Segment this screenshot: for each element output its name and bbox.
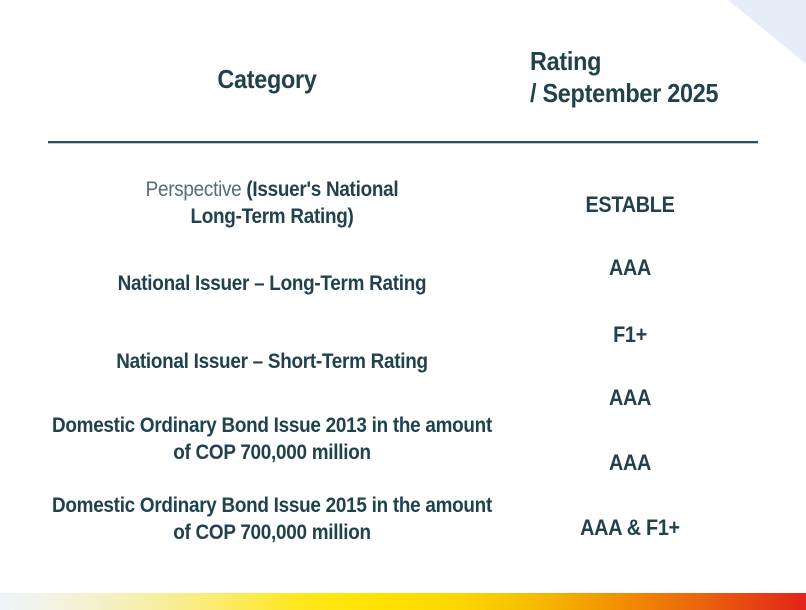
rating-cell-aaa-1: AAA [608, 255, 652, 280]
category-prefix-normal: Perspective [145, 178, 247, 201]
rating-header-line2: / September 2025 [530, 78, 719, 108]
category-cell-perspective: Perspective (Issuer's National Long-Term… [20, 176, 524, 230]
category-line1: Domestic Ordinary Bond Issue 2013 in the… [52, 414, 492, 437]
rating-cell-aaa-3: AAA [608, 450, 652, 475]
category-line1: National Issuer – Short-Term Rating [116, 350, 428, 373]
category-cell-long-term: National Issuer – Long-Term Rating [20, 270, 524, 297]
rating-cell-aaa-2: AAA [608, 385, 652, 410]
bottom-gradient-bar [0, 593, 806, 610]
rating-cell-f1plus: F1+ [613, 322, 647, 347]
category-line2: of COP 700,000 million [173, 521, 371, 544]
column-header-category: Category [217, 64, 317, 94]
category-cell-bond-2013: Domestic Ordinary Bond Issue 2013 in the… [20, 412, 524, 466]
header-divider [48, 141, 758, 143]
category-line1: Domestic Ordinary Bond Issue 2015 in the… [52, 494, 492, 517]
category-cell-bond-2015: Domestic Ordinary Bond Issue 2015 in the… [20, 492, 524, 546]
rating-cell-estable: ESTABLE [585, 192, 675, 217]
rating-cell-aaa-f1plus: AAA & F1+ [580, 515, 680, 540]
category-line1: (Issuer's National [246, 178, 399, 201]
column-header-rating: Rating / September 2025 [530, 45, 800, 109]
category-line2: Long-Term Rating) [190, 205, 354, 228]
category-line2: of COP 700,000 million [173, 441, 371, 464]
rating-header-line1: Rating [530, 46, 602, 76]
category-line1: National Issuer – Long-Term Rating [117, 272, 427, 295]
category-cell-short-term: National Issuer – Short-Term Rating [20, 348, 524, 375]
